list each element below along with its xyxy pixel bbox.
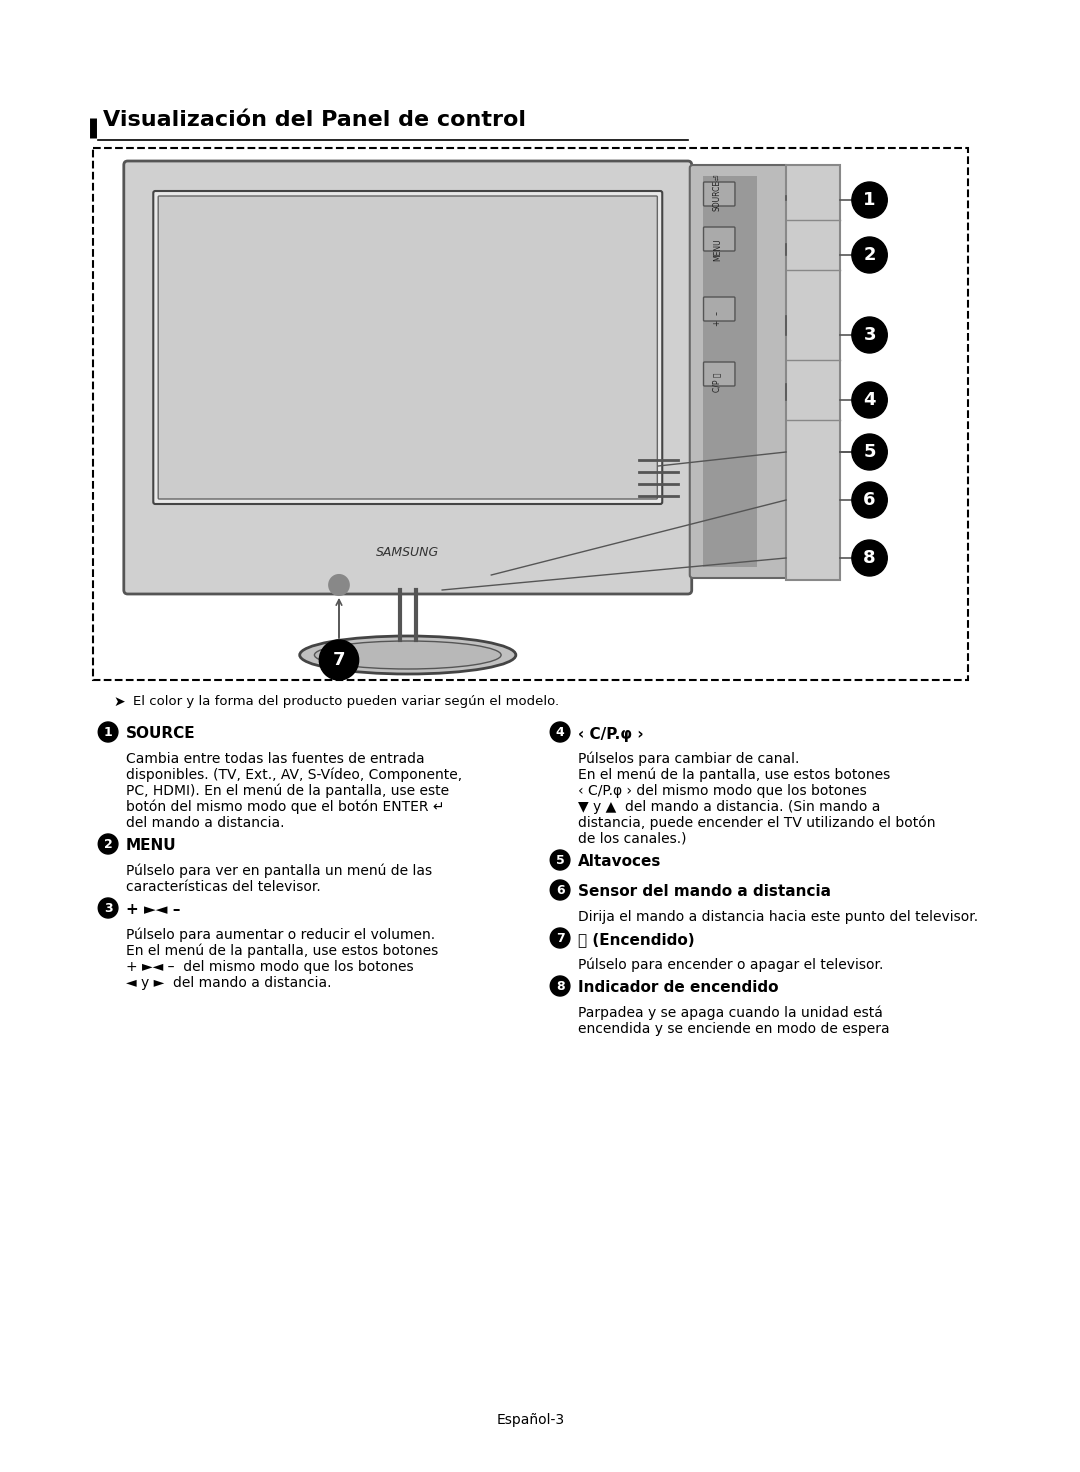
Text: 4: 4 xyxy=(556,726,565,739)
Text: MENU: MENU xyxy=(125,839,176,854)
Text: C/P ⌽: C/P ⌽ xyxy=(713,372,721,392)
Circle shape xyxy=(852,183,888,218)
Text: ◄ y ►  del mando a distancia.: ◄ y ► del mando a distancia. xyxy=(125,976,332,991)
FancyBboxPatch shape xyxy=(703,362,735,386)
Circle shape xyxy=(550,849,570,870)
Text: Visualización del Panel de control: Visualización del Panel de control xyxy=(104,110,526,130)
Text: Púlselo para encender o apagar el televisor.: Púlselo para encender o apagar el televi… xyxy=(578,958,883,973)
FancyBboxPatch shape xyxy=(703,297,735,321)
Text: 3: 3 xyxy=(104,901,112,914)
Text: 4: 4 xyxy=(863,392,876,409)
Text: 5: 5 xyxy=(556,854,565,867)
FancyBboxPatch shape xyxy=(93,149,968,680)
Text: Parpadea y se apaga cuando la unidad está: Parpadea y se apaga cuando la unidad est… xyxy=(578,1005,882,1020)
Text: 2: 2 xyxy=(863,246,876,263)
Text: PC, HDMI). En el menú de la pantalla, use este: PC, HDMI). En el menú de la pantalla, us… xyxy=(125,785,449,798)
FancyBboxPatch shape xyxy=(690,165,789,578)
Circle shape xyxy=(852,237,888,272)
Text: + ►◄ –  del mismo modo que los botones: + ►◄ – del mismo modo que los botones xyxy=(125,960,414,974)
Text: 2: 2 xyxy=(104,838,112,851)
Circle shape xyxy=(550,976,570,997)
Text: Púlselos para cambiar de canal.: Púlselos para cambiar de canal. xyxy=(578,752,799,767)
FancyBboxPatch shape xyxy=(158,196,658,499)
Text: encendida y se enciende en modo de espera: encendida y se enciende en modo de esper… xyxy=(578,1022,889,1036)
FancyBboxPatch shape xyxy=(153,191,662,503)
Text: En el menú de la pantalla, use estos botones: En el menú de la pantalla, use estos bot… xyxy=(578,768,890,783)
FancyBboxPatch shape xyxy=(124,160,691,595)
Ellipse shape xyxy=(314,640,501,668)
Text: ‹ C/P.φ › del mismo modo que los botones: ‹ C/P.φ › del mismo modo que los botones xyxy=(578,785,866,798)
Text: MENU: MENU xyxy=(713,238,721,262)
Text: ⏻ (Encendido): ⏻ (Encendido) xyxy=(578,932,694,948)
Text: 5: 5 xyxy=(863,443,876,461)
Circle shape xyxy=(98,721,118,742)
Text: SOURCE: SOURCE xyxy=(125,727,195,742)
Text: ‹ C/P.φ ›: ‹ C/P.φ › xyxy=(578,727,644,742)
Text: Dirija el mando a distancia hacia este punto del televisor.: Dirija el mando a distancia hacia este p… xyxy=(578,910,977,924)
Circle shape xyxy=(550,927,570,948)
Text: SOURCE⏎: SOURCE⏎ xyxy=(713,174,721,210)
Text: de los canales.): de los canales.) xyxy=(578,832,686,846)
Text: características del televisor.: características del televisor. xyxy=(125,880,321,894)
Text: ▼ y ▲  del mando a distancia. (Sin mando a: ▼ y ▲ del mando a distancia. (Sin mando … xyxy=(578,799,880,814)
Text: 7: 7 xyxy=(333,651,346,668)
Ellipse shape xyxy=(299,636,516,674)
Text: 8: 8 xyxy=(863,549,876,567)
Circle shape xyxy=(852,434,888,470)
FancyBboxPatch shape xyxy=(786,165,840,580)
Text: 7: 7 xyxy=(556,932,565,945)
Text: +  –: + – xyxy=(713,311,721,325)
Text: Español-3: Español-3 xyxy=(497,1413,565,1426)
Text: Púlselo para ver en pantalla un menú de las: Púlselo para ver en pantalla un menú de … xyxy=(125,864,432,879)
FancyBboxPatch shape xyxy=(702,177,757,567)
Text: 3: 3 xyxy=(863,325,876,344)
Circle shape xyxy=(98,835,118,854)
Text: distancia, puede encender el TV utilizando el botón: distancia, puede encender el TV utilizan… xyxy=(578,815,935,830)
Text: SAMSUNG: SAMSUNG xyxy=(376,546,440,558)
Text: Indicador de encendido: Indicador de encendido xyxy=(578,980,779,995)
Circle shape xyxy=(852,383,888,418)
Text: botón del mismo modo que el botón ENTER ↵: botón del mismo modo que el botón ENTER … xyxy=(125,799,444,814)
Text: Sensor del mando a distancia: Sensor del mando a distancia xyxy=(578,885,831,899)
Circle shape xyxy=(550,880,570,899)
Circle shape xyxy=(852,316,888,353)
Text: + ►◄ –: + ►◄ – xyxy=(125,902,180,917)
Text: 8: 8 xyxy=(556,979,565,992)
Circle shape xyxy=(320,640,359,680)
Text: Cambia entre todas las fuentes de entrada: Cambia entre todas las fuentes de entrad… xyxy=(125,752,424,765)
Text: Altavoces: Altavoces xyxy=(578,855,661,870)
Text: del mando a distancia.: del mando a distancia. xyxy=(125,815,284,830)
Circle shape xyxy=(550,721,570,742)
Text: 1: 1 xyxy=(863,191,876,209)
Circle shape xyxy=(329,576,349,595)
Text: 6: 6 xyxy=(863,492,876,509)
Text: ➤: ➤ xyxy=(113,695,124,710)
Text: disponibles. (TV, Ext., AV, S-Vídeo, Componente,: disponibles. (TV, Ext., AV, S-Vídeo, Com… xyxy=(125,768,462,783)
Text: 6: 6 xyxy=(556,883,565,896)
FancyBboxPatch shape xyxy=(703,227,735,252)
Text: El color y la forma del producto pueden variar según el modelo.: El color y la forma del producto pueden … xyxy=(133,695,558,708)
Circle shape xyxy=(98,898,118,919)
Circle shape xyxy=(852,481,888,518)
FancyBboxPatch shape xyxy=(703,183,735,206)
Text: 1: 1 xyxy=(104,726,112,739)
Text: En el menú de la pantalla, use estos botones: En el menú de la pantalla, use estos bot… xyxy=(125,944,438,958)
Circle shape xyxy=(852,540,888,576)
Text: Púlselo para aumentar o reducir el volumen.: Púlselo para aumentar o reducir el volum… xyxy=(125,927,435,942)
